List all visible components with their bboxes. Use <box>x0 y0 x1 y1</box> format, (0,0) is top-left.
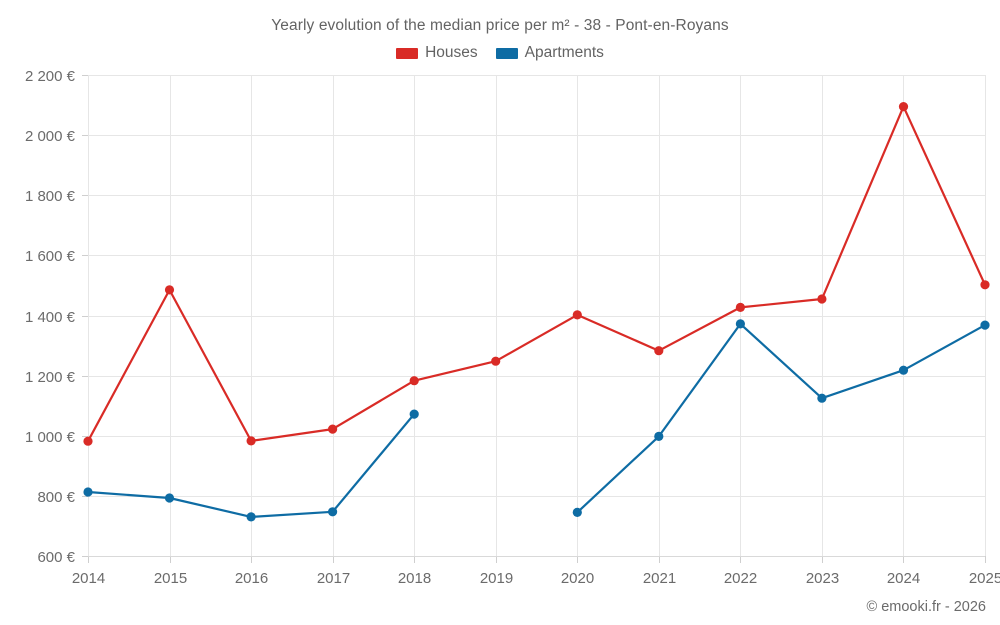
series-line-apartments <box>576 322 987 514</box>
data-point-apartments-2015[interactable] <box>164 493 175 503</box>
x-axis-tick-label: 2020 <box>561 570 594 587</box>
x-axis-tick-label: 2025 <box>969 570 1000 587</box>
data-point-houses-2022[interactable] <box>735 302 746 312</box>
data-point-apartments-2023[interactable] <box>817 393 827 403</box>
x-axis-tick-label: 2018 <box>398 570 431 587</box>
copyright-credit: © emooki.fr - 2026 <box>866 599 986 615</box>
data-point-apartments-2016[interactable] <box>246 512 256 522</box>
y-axis-tick-label: 600 € <box>37 549 75 566</box>
y-axis-tick-label: 800 € <box>37 489 75 506</box>
data-point-apartments-2022[interactable] <box>735 319 746 329</box>
y-axis-tick-label: 1 600 € <box>25 248 76 265</box>
y-axis-tick-label: 1 200 € <box>25 369 76 386</box>
data-point-apartments-2021[interactable] <box>654 431 664 441</box>
data-point-houses-2024[interactable] <box>898 102 909 112</box>
data-point-apartments-2025[interactable] <box>980 320 990 330</box>
y-axis-tick-label: 1 000 € <box>25 429 76 446</box>
chart-title: Yearly evolution of the median price per… <box>271 17 729 34</box>
x-axis-tick-label: 2019 <box>480 570 513 587</box>
x-axis-tick-label: 2021 <box>643 570 676 587</box>
data-point-apartments-2014[interactable] <box>83 487 93 497</box>
legend-item-apartments[interactable]: Apartments <box>495 44 604 62</box>
data-point-houses-2016[interactable] <box>246 436 256 446</box>
data-point-houses-2020[interactable] <box>572 310 582 320</box>
data-point-houses-2025[interactable] <box>980 280 990 290</box>
data-point-apartments-2018[interactable] <box>409 409 419 419</box>
data-point-houses-2018[interactable] <box>409 376 419 386</box>
y-axis-tick-label: 1 800 € <box>25 188 76 205</box>
series-line-houses <box>86 105 987 443</box>
x-axis-tick-label: 2023 <box>806 570 839 587</box>
legend-label-houses: Houses <box>425 44 478 61</box>
x-axis-tick-label: 2017 <box>317 570 350 587</box>
data-point-houses-2019[interactable] <box>491 356 501 366</box>
x-axis-tick-label: 2015 <box>154 570 187 587</box>
y-axis-tick-label: 2 200 € <box>25 68 76 85</box>
x-axis-tick-label: 2016 <box>235 570 268 587</box>
data-point-houses-2021[interactable] <box>654 346 664 356</box>
data-point-apartments-2024[interactable] <box>898 365 909 375</box>
legend-label-apartments: Apartments <box>524 44 604 61</box>
legend-swatch-houses <box>396 47 419 59</box>
chart-legend: Houses Apartments <box>0 44 1000 62</box>
data-point-houses-2017[interactable] <box>328 424 338 434</box>
y-axis-tick-label: 1 400 € <box>25 309 76 326</box>
data-point-houses-2015[interactable] <box>164 285 175 295</box>
x-axis-tick-label: 2014 <box>72 570 105 587</box>
y-axis-tick-label: 2 000 € <box>25 128 76 145</box>
x-axis-tick-label: 2022 <box>724 570 757 587</box>
x-axis-tick-label: 2024 <box>887 570 920 587</box>
legend-swatch-apartments <box>495 47 518 59</box>
data-point-apartments-2020[interactable] <box>572 507 582 517</box>
data-point-houses-2023[interactable] <box>817 294 827 304</box>
legend-item-houses[interactable]: Houses <box>396 44 478 62</box>
data-point-apartments-2017[interactable] <box>328 507 338 517</box>
data-point-houses-2014[interactable] <box>83 436 93 446</box>
